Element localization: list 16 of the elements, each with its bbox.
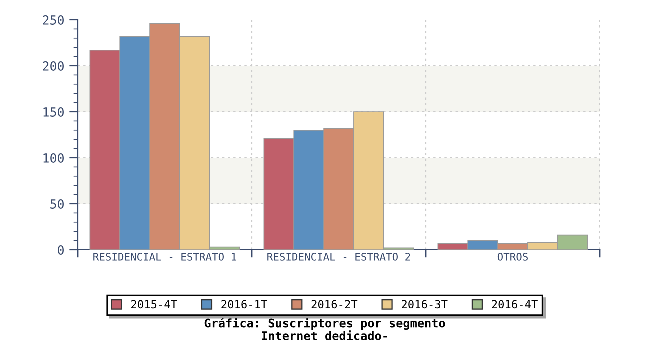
legend-label: 2016-4T	[492, 300, 538, 309]
y-tick-label: 50	[50, 200, 64, 209]
legend-label: 2016-3T	[402, 300, 448, 309]
y-tick-label: 100	[44, 154, 64, 163]
y-tick-label: 250	[43, 16, 64, 25]
legend-label: 2016-1T	[222, 300, 268, 309]
y-tick-label: 200	[43, 62, 64, 71]
text: Internet dedicado-	[262, 330, 388, 340]
text: Gráfica: Suscriptores por segmento	[204, 318, 446, 330]
x-tick-label: RESIDENCIAL - ESTRATO 2	[268, 253, 410, 261]
y-tick-label: 150	[44, 108, 64, 117]
y-tick-label: 0	[58, 246, 64, 255]
legend-label: 2016-2T	[312, 300, 358, 309]
x-tick-label: RESIDENCIAL - ESTRATO 1	[94, 253, 236, 261]
legend-label: 2015-4T	[132, 300, 178, 309]
x-tick-label: OTROS	[498, 253, 528, 261]
